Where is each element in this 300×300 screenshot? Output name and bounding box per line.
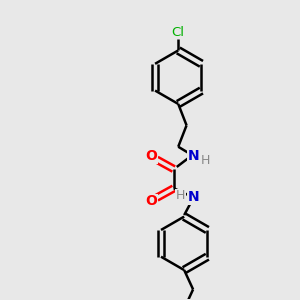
Text: N: N (187, 148, 199, 163)
Text: Cl: Cl (172, 26, 185, 38)
Text: H: H (176, 189, 185, 202)
Text: O: O (145, 149, 157, 163)
Text: H: H (201, 154, 210, 166)
Text: N: N (187, 190, 199, 204)
Text: O: O (145, 194, 157, 208)
